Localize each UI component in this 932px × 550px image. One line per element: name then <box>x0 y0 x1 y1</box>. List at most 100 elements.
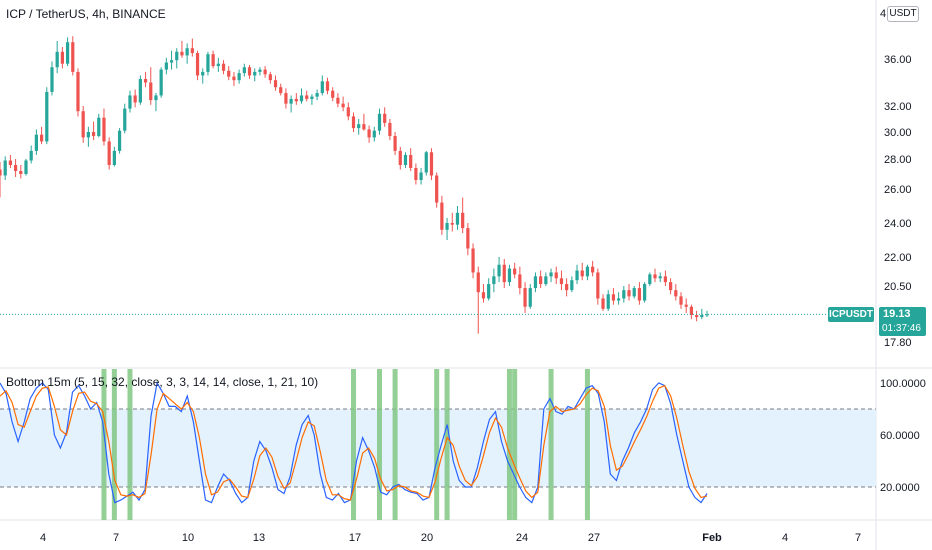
candle[interactable] <box>86 126 90 147</box>
candle[interactable] <box>684 298 688 313</box>
candle[interactable] <box>580 262 584 281</box>
candle[interactable] <box>154 93 158 112</box>
candle[interactable] <box>466 223 470 256</box>
candle[interactable] <box>419 168 423 185</box>
candle[interactable] <box>273 75 278 91</box>
candle[interactable] <box>372 126 376 142</box>
candle[interactable] <box>539 270 543 289</box>
candle[interactable] <box>663 270 668 286</box>
candles-layer[interactable] <box>0 36 876 334</box>
candle[interactable] <box>507 264 512 286</box>
candle[interactable] <box>320 75 324 96</box>
candle[interactable] <box>123 103 127 134</box>
candle[interactable] <box>409 148 413 171</box>
candle[interactable] <box>65 37 70 67</box>
indicator-label[interactable]: Bottom 15m (5, 15, 32, close, 3, 3, 14, … <box>6 375 319 389</box>
candle[interactable] <box>492 268 496 293</box>
candle[interactable] <box>487 278 491 301</box>
candle[interactable] <box>559 270 564 291</box>
candle[interactable] <box>617 292 621 305</box>
candle[interactable] <box>668 278 673 295</box>
candle[interactable] <box>513 262 517 279</box>
candle[interactable] <box>497 257 501 283</box>
candle[interactable] <box>315 89 319 101</box>
candle[interactable] <box>138 75 142 105</box>
candle[interactable] <box>253 68 257 82</box>
candle[interactable] <box>107 137 111 170</box>
candle[interactable] <box>377 108 382 135</box>
candle[interactable] <box>263 66 267 78</box>
candle[interactable] <box>242 63 246 77</box>
candle[interactable] <box>159 67 163 98</box>
candle[interactable] <box>398 146 402 170</box>
candle[interactable] <box>606 290 610 311</box>
candle[interactable] <box>284 88 288 109</box>
candle[interactable] <box>622 286 626 303</box>
axis-layer[interactable]: 36.00 32.00 30.00 28.00 26.00 24.00 22.00 20.50… <box>40 54 926 544</box>
candle[interactable] <box>403 152 408 168</box>
candle[interactable] <box>523 282 527 313</box>
candle[interactable] <box>705 310 709 318</box>
candle[interactable] <box>325 77 330 95</box>
candle[interactable] <box>679 292 683 309</box>
candle[interactable] <box>429 148 434 180</box>
symbol-title[interactable]: ICP / TetherUS, 4h, BINANCE <box>6 7 166 21</box>
candle[interactable] <box>19 165 23 179</box>
candle[interactable] <box>611 288 616 305</box>
candle[interactable] <box>81 106 85 143</box>
candle[interactable] <box>216 57 220 72</box>
candle[interactable] <box>554 266 558 285</box>
candle[interactable] <box>294 93 298 105</box>
candle[interactable] <box>544 272 548 286</box>
candle[interactable] <box>3 156 7 180</box>
candle[interactable] <box>450 212 454 232</box>
candle[interactable] <box>585 264 590 281</box>
candle[interactable] <box>351 112 356 133</box>
candle[interactable] <box>424 150 428 176</box>
candle[interactable] <box>336 93 340 108</box>
candle[interactable] <box>575 264 579 285</box>
candle[interactable] <box>91 121 96 141</box>
candle[interactable] <box>102 108 106 146</box>
candle[interactable] <box>476 266 480 334</box>
candle[interactable] <box>700 308 704 320</box>
candle[interactable] <box>694 310 699 322</box>
candle[interactable] <box>637 282 642 305</box>
candle[interactable] <box>201 68 205 84</box>
candle[interactable] <box>60 47 64 69</box>
candle[interactable] <box>533 272 538 293</box>
candle[interactable] <box>97 113 101 138</box>
candle[interactable] <box>689 304 694 320</box>
candle[interactable] <box>185 43 189 64</box>
candle[interactable] <box>39 126 44 145</box>
candle[interactable] <box>237 69 241 84</box>
candle[interactable] <box>13 159 18 177</box>
candle[interactable] <box>50 61 54 96</box>
candle[interactable] <box>289 95 293 113</box>
candle[interactable] <box>632 286 636 299</box>
candle[interactable] <box>247 64 252 79</box>
candle[interactable] <box>232 71 236 87</box>
candle[interactable] <box>627 284 631 301</box>
candle[interactable] <box>388 119 392 141</box>
candle[interactable] <box>195 50 200 81</box>
candle[interactable] <box>71 36 75 76</box>
candle[interactable] <box>258 67 262 76</box>
candle[interactable] <box>471 243 475 279</box>
candle[interactable] <box>658 272 662 283</box>
candle[interactable] <box>346 102 350 121</box>
candle[interactable] <box>455 206 460 230</box>
candle[interactable] <box>45 87 49 145</box>
candle[interactable] <box>149 67 153 105</box>
candle[interactable] <box>362 113 366 131</box>
candle[interactable] <box>357 119 361 135</box>
candle[interactable] <box>206 51 210 76</box>
candle[interactable] <box>565 278 569 297</box>
candle[interactable] <box>310 94 314 105</box>
candle[interactable] <box>169 50 174 70</box>
candle[interactable] <box>643 282 647 303</box>
candle[interactable] <box>24 159 28 176</box>
candle[interactable] <box>549 268 553 283</box>
candle[interactable] <box>461 197 465 234</box>
